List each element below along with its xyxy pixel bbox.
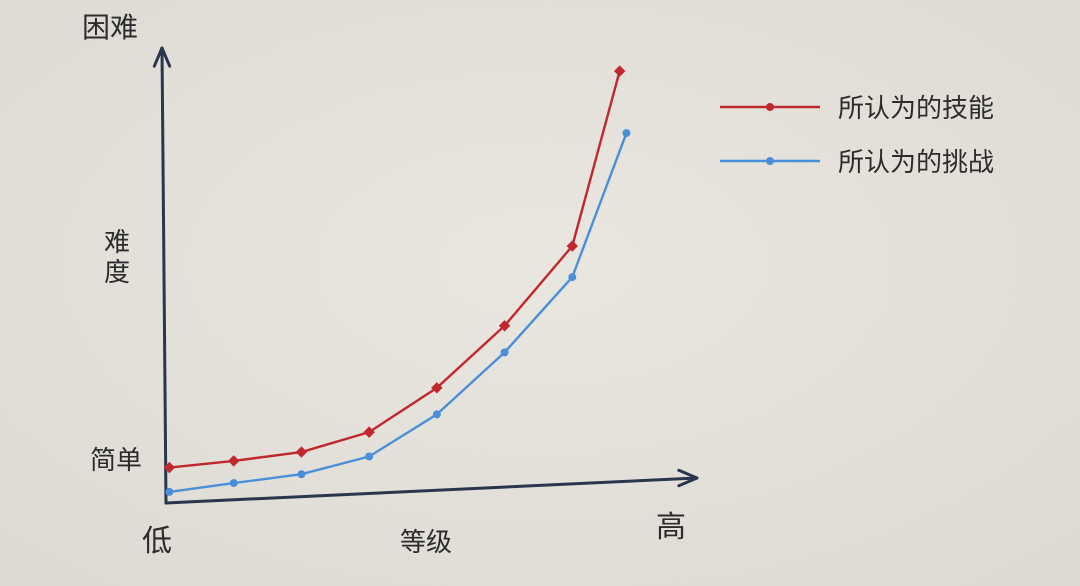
- y-axis-mid-label-char2: 度: [104, 258, 130, 288]
- legend-item-challenge: 所认为的挑战: [720, 142, 994, 179]
- legend-item-skill: 所认为的技能: [720, 88, 994, 125]
- series-challenge-marker: [568, 273, 576, 281]
- x-axis-high-label: 高: [656, 502, 686, 546]
- y-axis-mid-label-char1: 难: [104, 228, 130, 258]
- series-challenge-marker: [230, 479, 238, 487]
- y-axis-low-label: 简单: [90, 440, 142, 477]
- x-axis-low-label: 低: [142, 516, 172, 560]
- y-axis-mid-label: 难 度: [104, 228, 130, 288]
- legend-swatch-skill: [720, 99, 820, 115]
- x-axis-title: 等级: [400, 522, 452, 559]
- legend-swatch-challenge: [720, 153, 820, 169]
- series-challenge-marker: [501, 348, 509, 356]
- series-challenge-marker: [433, 410, 441, 418]
- series-challenge-marker: [165, 488, 173, 496]
- y-axis-title: 困难: [82, 6, 138, 46]
- series-challenge-marker: [365, 452, 373, 460]
- legend-label-challenge: 所认为的挑战: [838, 142, 994, 179]
- legend-label-skill: 所认为的技能: [838, 88, 994, 125]
- series-challenge-marker: [622, 129, 630, 137]
- series-challenge-marker: [297, 470, 305, 478]
